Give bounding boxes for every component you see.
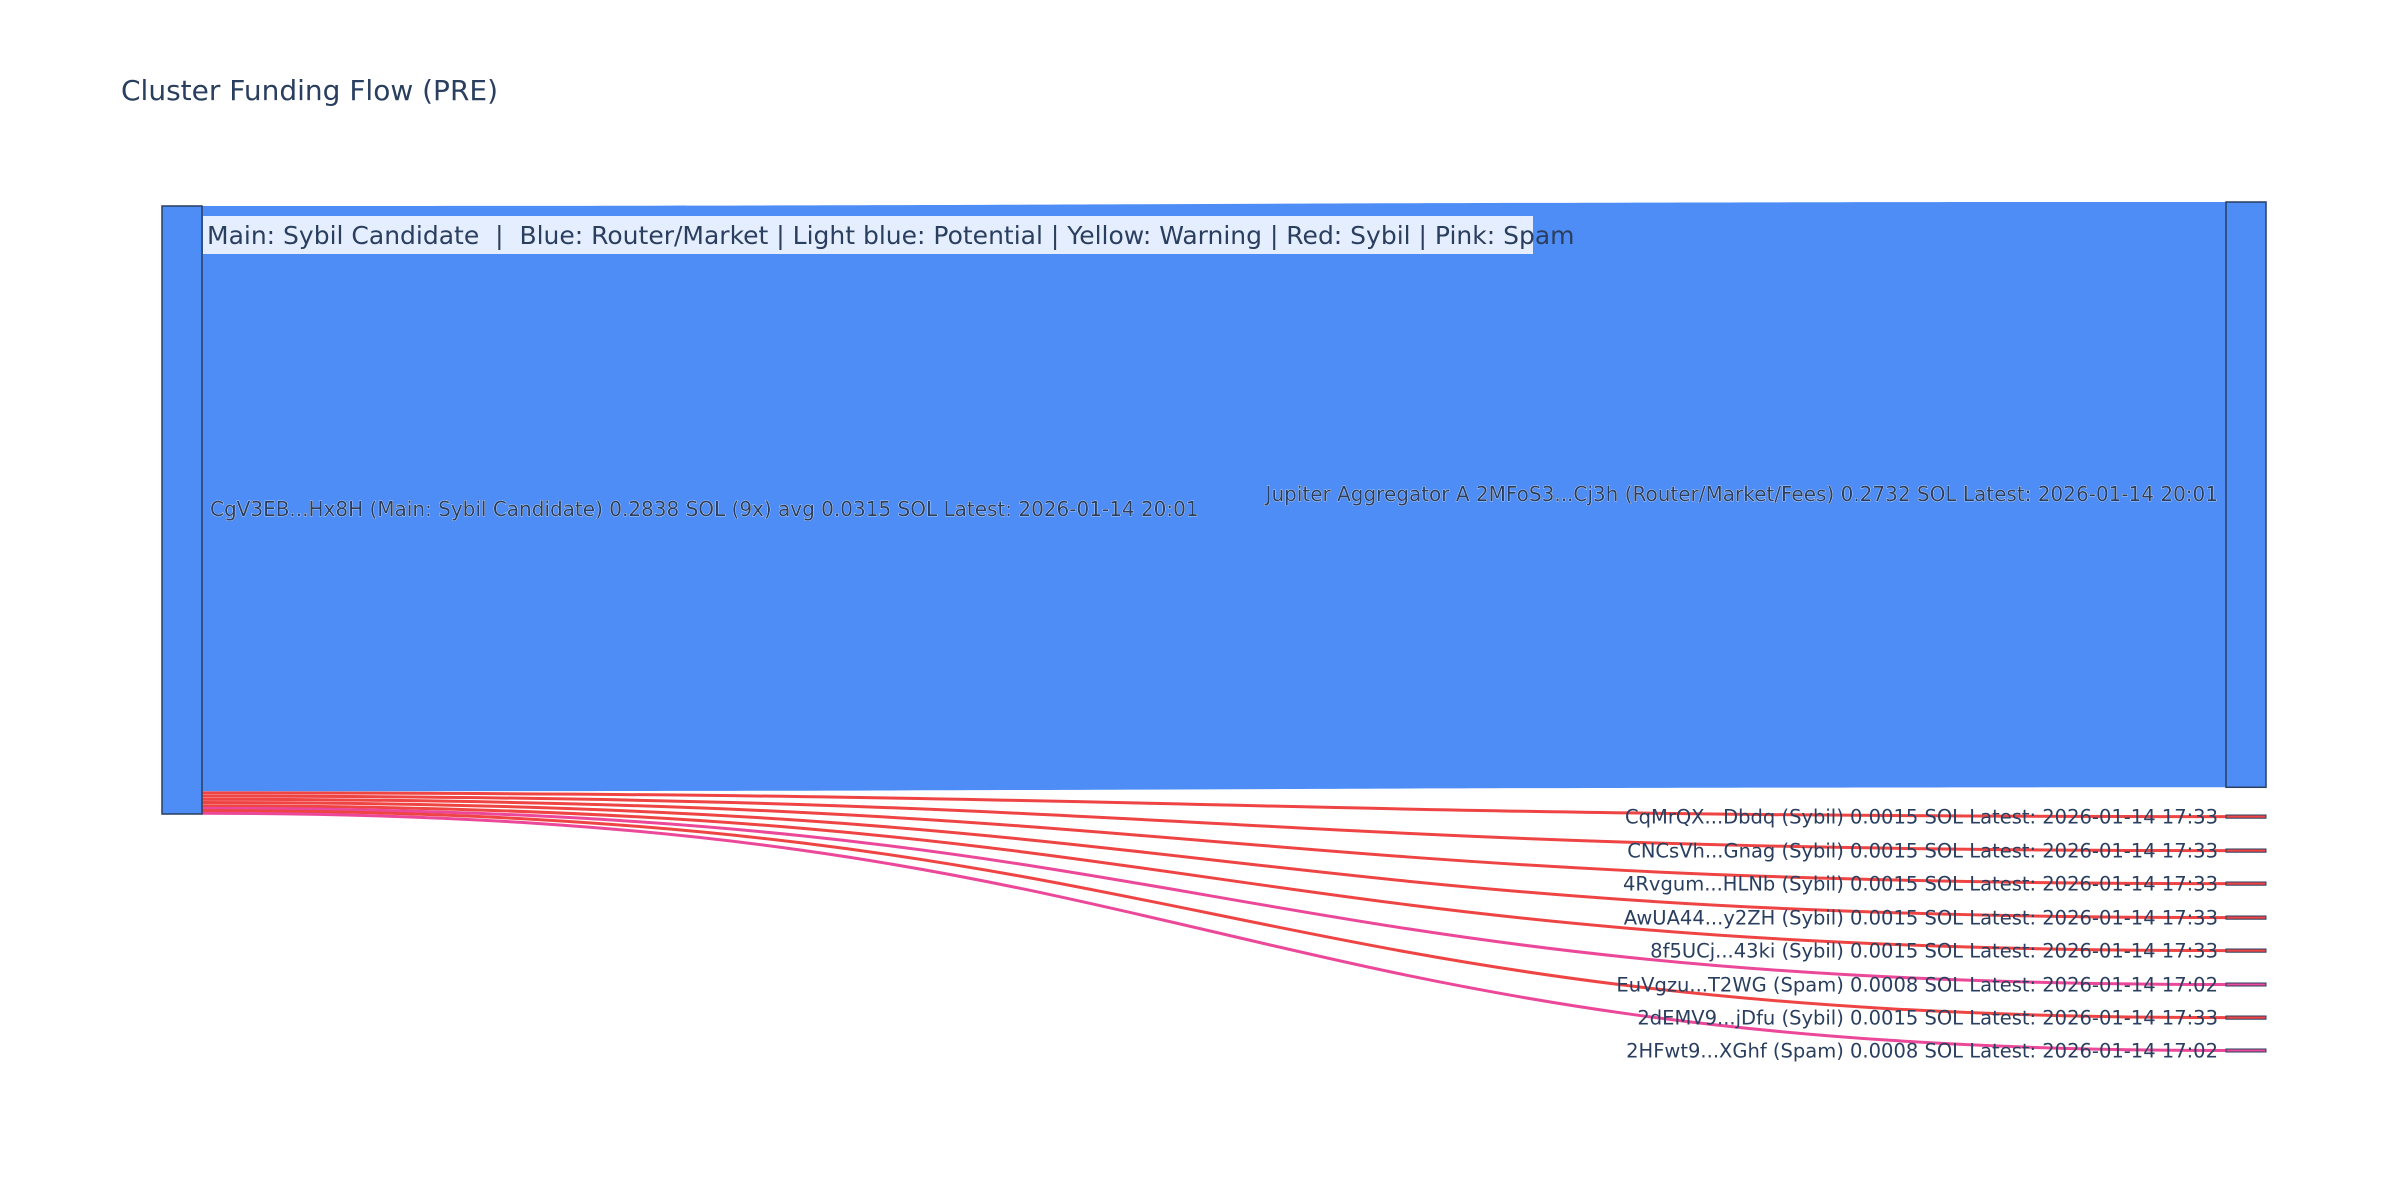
labels-layer: CgV3EB...Hx8H (Main: Sybil Candidate) 0.… [210, 482, 2219, 1063]
link-t5 [201, 804, 2227, 953]
nodes-layer [161, 201, 2267, 1053]
node-source [161, 205, 203, 815]
node-t7 [2225, 1015, 2267, 1020]
node-t5 [2225, 948, 2267, 953]
node-t6 [2225, 982, 2267, 987]
link-t7 [201, 809, 2227, 1020]
node-t4 [2225, 915, 2267, 920]
node-label-t4: AwUA44...y2ZH (Sybil) 0.0015 SOL Latest:… [1624, 907, 2218, 930]
link-t2 [201, 794, 2227, 853]
legend-background [203, 216, 1533, 254]
node-label-t6: EuVgzu...T2WG (Spam) 0.0008 SOL Latest: … [1616, 974, 2218, 997]
link-t0 [202, 202, 2226, 792]
node-t8 [2225, 1048, 2267, 1053]
node-label-t3: 4Rvgum...HLNb (Sybil) 0.0015 SOL Latest:… [1623, 873, 2218, 896]
node-label-t5: 8f5UCj...43ki (Sybil) 0.0015 SOL Latest:… [1650, 940, 2218, 963]
node-t3 [2225, 881, 2267, 886]
link-t4 [201, 801, 2227, 920]
node-label-t1: CqMrQX...Dbdq (Sybil) 0.0015 SOL Latest:… [1625, 806, 2218, 829]
node-label-t2: CNCsVh...Gnag (Sybil) 0.0015 SOL Latest:… [1627, 840, 2218, 863]
node-label-t0: Jupiter Aggregator A 2MFoS3...Cj3h (Rout… [1264, 482, 2218, 506]
node-label-source: CgV3EB...Hx8H (Main: Sybil Candidate) 0.… [210, 497, 1199, 521]
node-t1 [2225, 814, 2267, 819]
node-label-t7: 2dEMV9...jDfu (Sybil) 0.0015 SOL Latest:… [1637, 1007, 2218, 1030]
link-t8 [201, 811, 2227, 1052]
legend-annotation: Main: Sybil Candidate | Blue: Router/Mar… [207, 221, 1575, 250]
node-label-t8: 2HFwt9...XGhf (Spam) 0.0008 SOL Latest: … [1626, 1040, 2218, 1063]
chart-title: Cluster Funding Flow (PRE) [121, 74, 498, 107]
links-layer [201, 202, 2227, 1052]
node-t0 [2225, 201, 2267, 789]
link-t3 [201, 797, 2227, 886]
node-t2 [2225, 848, 2267, 853]
link-t6 [201, 806, 2227, 986]
link-t1 [201, 791, 2227, 819]
